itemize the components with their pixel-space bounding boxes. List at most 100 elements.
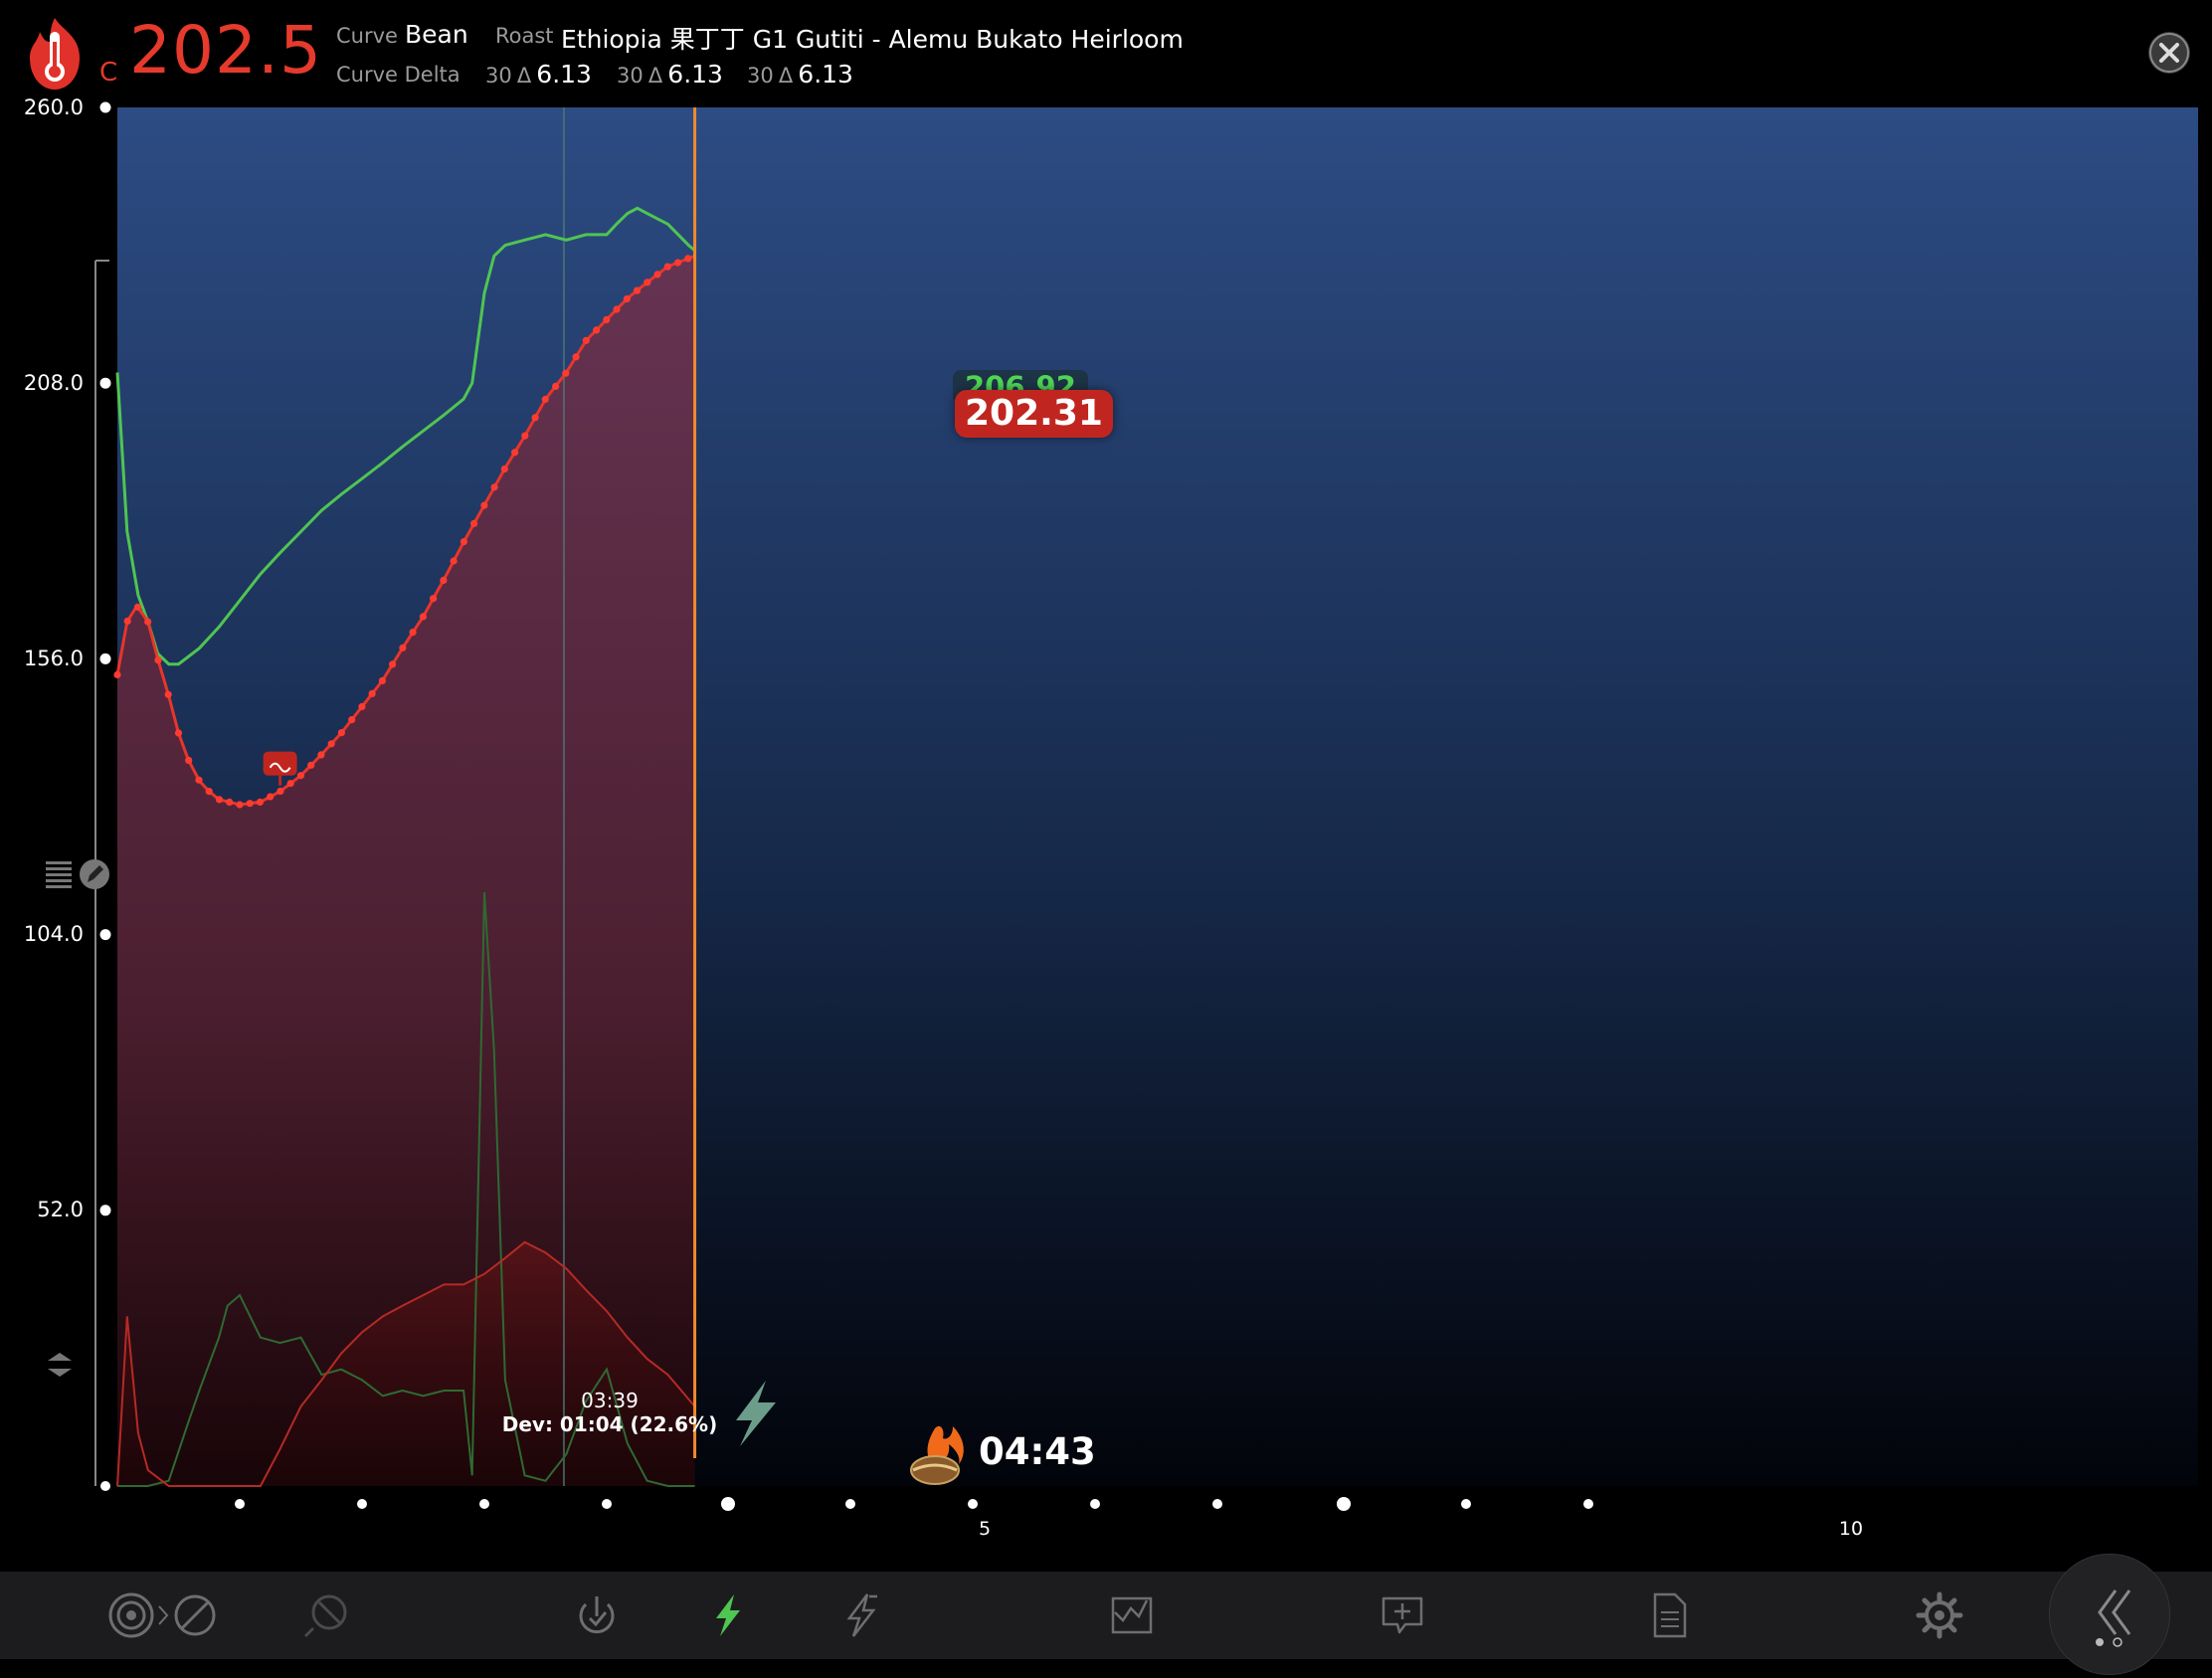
development-time-label: Dev: 01:04 (22.6%) — [501, 1412, 718, 1436]
x-tick-dot — [1461, 1499, 1471, 1509]
probe-button[interactable] — [298, 1572, 354, 1659]
bean-temp-point — [185, 756, 193, 765]
x-tick-label: 10 — [1838, 1518, 1864, 1540]
second-crack-button[interactable] — [835, 1572, 887, 1659]
turning-point-marker[interactable] — [263, 751, 297, 786]
y-tick-label: 156.0 — [23, 647, 84, 670]
bean-temp-point — [154, 656, 162, 664]
flame-thermometer-icon — [30, 18, 80, 90]
x-tick-dot — [721, 1497, 735, 1511]
bean-temp-point — [327, 740, 335, 748]
roast-end-bean-icon[interactable] — [910, 1425, 964, 1485]
bean-temp-point — [378, 676, 386, 685]
bean-temp-point — [399, 644, 407, 652]
disable-button[interactable] — [169, 1572, 221, 1659]
bean-temp-point — [572, 353, 580, 361]
curve-delta-label: Curve Delta — [336, 63, 461, 87]
first-crack-button[interactable] — [702, 1572, 754, 1659]
event-time-label: 03:39 — [581, 1389, 639, 1412]
bean-temp-point — [673, 259, 682, 267]
no-sign-icon — [174, 1594, 216, 1636]
x-tick-dot — [602, 1499, 612, 1509]
x-tick-label: 5 — [978, 1518, 992, 1540]
y-tick-dot — [99, 1205, 111, 1216]
x-tick-dot — [1090, 1499, 1100, 1509]
bean-temp-point — [164, 690, 172, 698]
bolt-alt-icon — [846, 1593, 877, 1637]
bean-temp-point — [511, 449, 519, 457]
environment-ror-line — [117, 891, 695, 1487]
roast-name[interactable]: Ethiopia 果丁丁 G1 Gutiti - Alemu Bukato He… — [561, 25, 1184, 54]
environment-temp-line — [115, 206, 696, 666]
bean-temp-point — [276, 787, 284, 796]
bean-temp-point — [144, 618, 152, 626]
charge-button[interactable] — [569, 1572, 625, 1659]
bean-temp-point — [246, 800, 254, 808]
probe-icon — [303, 1594, 347, 1638]
notes-button[interactable] — [1641, 1572, 1697, 1659]
bean-temp-point — [541, 395, 549, 404]
settings-button[interactable] — [1912, 1572, 1967, 1659]
bean-temp-point — [430, 595, 438, 603]
target-button[interactable] — [103, 1572, 159, 1659]
bean-temp-point — [460, 538, 467, 546]
current-temperature: 202.5 — [129, 12, 322, 89]
delta-readout-3: 30 Δ 6.13 — [747, 60, 853, 89]
bean-temp-point — [123, 617, 131, 626]
bean-temp-point — [296, 772, 304, 780]
y-tick-dot — [99, 377, 111, 389]
bean-temp-point — [307, 761, 315, 769]
x-tick-dot — [1212, 1499, 1222, 1509]
bean-temp-point — [236, 801, 244, 809]
power-check-icon — [579, 1596, 615, 1634]
bean-temp-point — [684, 255, 692, 263]
roast-chart[interactable] — [0, 0, 2212, 1572]
close-button[interactable] — [2148, 32, 2190, 74]
curve-label: Curve — [336, 24, 398, 48]
profile-graph-icon — [1111, 1596, 1153, 1634]
bean-temp-point — [317, 751, 325, 759]
bean-temp-point — [267, 793, 275, 801]
bean-temp-point — [419, 613, 427, 621]
y-tick-dot — [99, 653, 111, 664]
bean-temp-point — [368, 689, 376, 698]
x-tick-dot — [1583, 1499, 1593, 1509]
profile-graph-button[interactable] — [1104, 1572, 1160, 1659]
legend-toggle-icon[interactable] — [46, 861, 72, 888]
x-tick-dot — [479, 1499, 489, 1509]
gear-icon — [1916, 1591, 1963, 1639]
bean-temp-point — [205, 788, 213, 796]
close-icon — [2149, 33, 2189, 73]
bean-temp-point — [215, 796, 224, 804]
bean-temp-point — [256, 798, 264, 807]
bean-temp-point — [358, 702, 366, 711]
y-tick-label: 208.0 — [23, 371, 84, 395]
bean-ror-area — [117, 1241, 695, 1486]
first-crack-bolt-icon[interactable] — [736, 1381, 776, 1446]
x-tick-dot — [845, 1499, 855, 1509]
collapse-panel-button[interactable] — [2049, 1554, 2170, 1675]
bean-temp-point — [582, 336, 590, 344]
y-tick-dot — [99, 101, 111, 113]
roast-label: Roast — [495, 24, 554, 48]
bean-temp-point — [653, 271, 661, 279]
bean-ror-line — [116, 1240, 696, 1487]
x-tick-dot — [235, 1499, 245, 1509]
resize-axis-icon[interactable] — [48, 1353, 72, 1377]
bean-temp-point — [409, 629, 417, 637]
bean-temp-point — [613, 305, 621, 313]
bean-temp-point — [174, 729, 183, 737]
bean-temp-point — [521, 432, 529, 440]
edit-pencil-icon[interactable] — [80, 859, 109, 889]
y-tick-label: 260.0 — [23, 95, 84, 119]
bean-temp-point — [663, 263, 671, 271]
bean-temp-point — [480, 501, 488, 509]
add-comment-button[interactable] — [1375, 1572, 1430, 1659]
bean-temp-point — [531, 414, 539, 422]
bean-temp-point — [500, 465, 508, 473]
bolt-icon — [716, 1594, 740, 1636]
curve-selector[interactable]: Bean — [405, 20, 468, 49]
bean-temp-point — [348, 716, 356, 724]
elapsed-time: 04:43 — [979, 1430, 1096, 1473]
x-tick-dot — [968, 1499, 978, 1509]
